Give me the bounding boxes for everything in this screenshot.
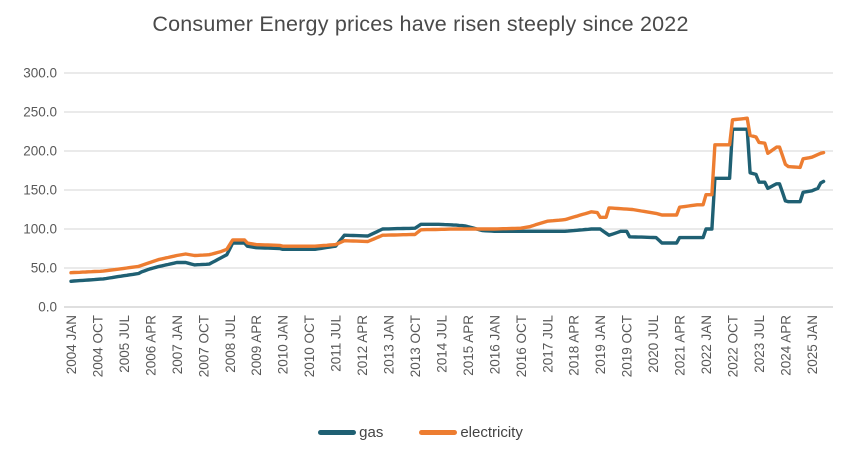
legend-label-gas: gas: [359, 424, 384, 441]
x-axis-tick-label: 2020 JUL: [646, 315, 661, 373]
x-axis-tick-label: 2014 JUL: [434, 315, 449, 373]
x-axis-tick-label: 2017 JUL: [540, 315, 555, 373]
x-axis-tick-label: 2006 APR: [143, 315, 158, 376]
x-axis-tick-label: 2009 APR: [249, 315, 264, 376]
x-axis-tick-label: 2022 OCT: [726, 315, 741, 377]
x-axis-tick-label: 2025 JAN: [805, 315, 820, 374]
x-axis-tick-label: 2023 JUL: [752, 315, 767, 373]
y-axis-tick-label: 300.0: [23, 66, 57, 81]
x-axis-tick-label: 2018 APR: [567, 315, 582, 376]
x-axis-tick-label: 2019 OCT: [620, 315, 635, 377]
chart-title: Consumer Energy prices have risen steepl…: [152, 12, 689, 36]
x-axis-tick-label: 2004 JAN: [64, 315, 79, 374]
y-axis-tick-label: 150.0: [23, 183, 57, 198]
x-axis-tick-label: 2004 OCT: [91, 315, 106, 377]
x-axis-tick-label: 2007 OCT: [196, 315, 211, 377]
y-axis-tick-label: 50.0: [31, 261, 57, 276]
x-axis-tick-label: 2021 APR: [673, 315, 688, 376]
series-line-gas[interactable]: [69, 127, 826, 283]
x-axis-tick-label: 2013 JAN: [382, 315, 397, 374]
x-axis-tick-label: 2016 OCT: [514, 315, 529, 377]
x-axis-tick-label: 2019 JAN: [593, 315, 608, 374]
x-axis-tick-label: 2022 JAN: [699, 315, 714, 374]
x-axis-tick-label: 2010 JAN: [276, 315, 291, 374]
x-axis-tick-label: 2015 APR: [461, 315, 476, 376]
x-axis-tick-label: 2005 JUL: [117, 315, 132, 373]
x-axis-tick-label: 2011 JUL: [329, 315, 344, 372]
electricity-line-swatch-icon: [419, 430, 458, 435]
legend-item-gas[interactable]: gas: [318, 424, 383, 441]
x-axis-tick-label: 2007 JAN: [170, 315, 185, 374]
y-axis-tick-label: 200.0: [23, 144, 57, 159]
x-axis-tick-label: 2013 OCT: [408, 315, 423, 377]
gas-line-swatch-icon: [318, 430, 357, 435]
x-axis-tick-label: 2016 JAN: [487, 315, 502, 374]
series-line-electricity[interactable]: [69, 116, 826, 275]
legend-item-electricity[interactable]: electricity: [419, 424, 523, 441]
y-axis-tick-label: 0.0: [38, 300, 57, 315]
x-axis-tick-label: 2012 APR: [355, 315, 370, 376]
x-axis-tick-label: 2010 OCT: [302, 315, 317, 377]
x-axis-tick-label: 2024 APR: [778, 315, 793, 376]
y-axis-tick-label: 100.0: [23, 222, 57, 237]
chart-legend: gas electricity: [0, 424, 841, 441]
legend-label-electricity: electricity: [460, 424, 523, 441]
y-axis-tick-label: 250.0: [23, 105, 57, 120]
x-axis-tick-label: 2008 JUL: [223, 315, 238, 373]
